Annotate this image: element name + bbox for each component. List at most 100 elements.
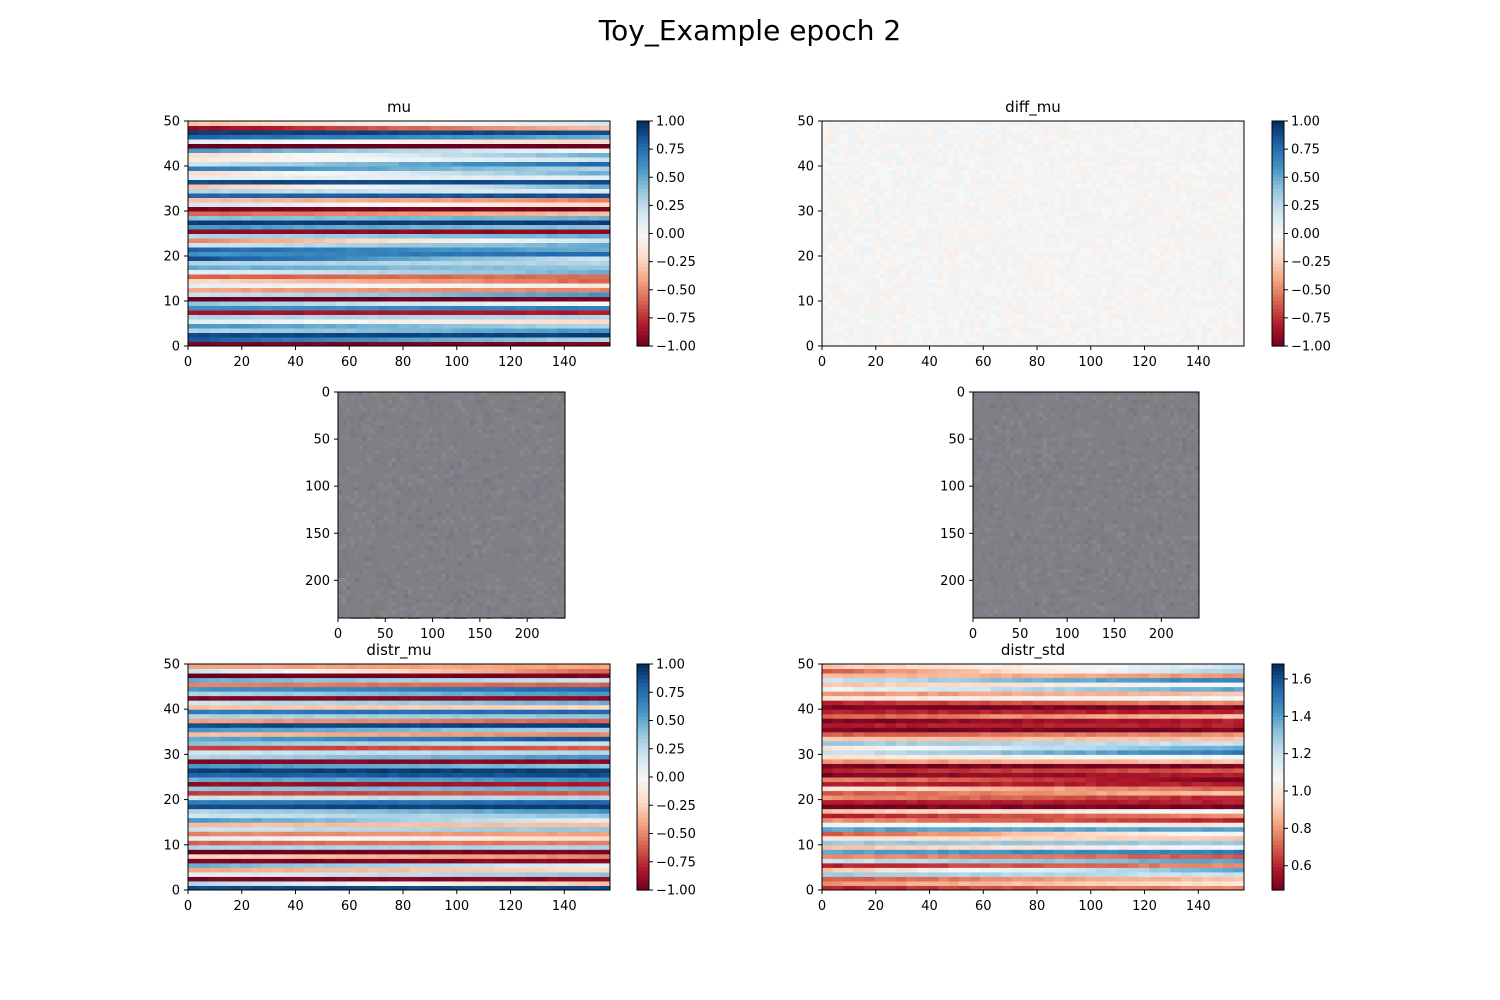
mu-cell [209,278,221,284]
mu-cell [377,130,389,135]
diff_mu-cell [927,179,934,185]
mu-cell [377,152,389,158]
diff_mu-cell [943,193,950,198]
diff_mu-cell [1106,256,1113,261]
mu-cell [367,224,379,230]
diff_mu-cell [1180,274,1187,279]
mu-cell [578,139,590,144]
diff_mu-cell [964,242,971,248]
diff_mu-cell [927,134,934,140]
mu-cell [388,242,400,248]
diff_mu-cell [1080,175,1087,180]
diff_mu-cell [1048,233,1055,239]
mu-cell [304,134,316,140]
diff_mu-cell [822,134,828,140]
mu-cell [399,166,411,171]
diff_mu-cell [1027,211,1034,216]
diff_mu-cell [1048,179,1055,185]
diff_mu-cell [1117,179,1124,185]
diff_mu-cell [1191,247,1198,252]
mu-cell [451,175,463,180]
mu-colorbar-segment [637,342,649,347]
diff_mu-cell [1180,152,1187,158]
mu-cell [198,305,210,311]
diff_mu-cell [959,188,965,194]
mu-cell [483,287,495,293]
diff_mu-cell [1159,269,1166,275]
diff_mu-cell [906,233,913,239]
mu-cell [567,215,579,221]
mu-cell [441,314,453,320]
mu-cell [557,283,569,288]
diff_mu-cell [1154,256,1161,261]
mu-cell [304,139,316,144]
diff_mu-cell [953,161,960,167]
mu-cell [504,224,516,230]
diff_mu-cell [869,215,876,221]
mu-cell [335,233,347,239]
diff_mu-cell [1117,197,1124,203]
diff_mu-cell [1048,161,1055,167]
diff_mu-cell [964,202,971,207]
diff_mu-cell [1143,229,1150,234]
diff_mu-cell [1022,170,1029,176]
diff_mu-cell [1117,143,1124,149]
diff_mu-cell [1112,188,1118,194]
mu-cell [430,152,442,158]
diff_mu-cell [1212,211,1219,216]
diff_mu-cell [1201,197,1208,203]
mu-cell [293,269,305,275]
mu-cell [282,310,294,315]
diff_mu-cell [1170,152,1176,158]
diff_mu-cell [832,238,839,243]
mu-cell [251,193,263,198]
diff_mu-cell [1033,238,1039,243]
diff_mu-cell [827,220,834,225]
mu-cell [493,242,505,248]
mu-cell [504,184,516,189]
diff_mu-cell [1106,197,1113,203]
diff_mu-cell [1096,139,1103,144]
mu-colorbar-segment [637,169,649,175]
diff_mu-cell [843,188,849,194]
mu-cell [420,166,432,171]
diff_mu-cell [1201,265,1208,270]
mu-cell [472,251,484,257]
diff_mu-cell [1143,175,1150,180]
mu-cell [430,175,442,180]
mu-cell [388,139,400,144]
diff_mu-cell [1101,157,1108,162]
mu-cell [536,148,548,153]
mu-cell [356,148,368,153]
mu-cell [409,175,421,180]
diff_mu-cell [916,260,923,266]
diff_mu-cell [1006,278,1013,284]
mu-cell [272,332,284,338]
mu-cell [314,206,326,212]
mu-cell [198,296,210,302]
diff_mu-cell [1201,134,1208,140]
diff_mu-cell [990,260,997,266]
mu-frame [187,120,611,347]
mu-colorbar-tick-label: −1.00 [656,340,696,355]
diff_mu-cell [1038,215,1045,221]
diff_mu-cell [1117,242,1124,248]
diff_mu-cell [932,139,939,144]
diff_mu-cell [1217,224,1224,230]
mu-cell [430,229,442,234]
diff_mu-cell [1143,134,1150,140]
mu-cell [420,260,432,266]
diff_mu-cell [948,166,955,171]
diff_mu-cell [1127,251,1134,257]
mu-cell [588,184,600,189]
diff_mu-cell [1191,125,1198,131]
mu-cell [314,179,326,185]
diff_mu-cell [1022,278,1029,284]
diff_mu-cell [837,256,844,261]
mu-cell [441,215,453,221]
mu-cell [272,247,284,252]
mu-cell [504,130,516,135]
diff_mu-cell [1106,211,1113,216]
mu-cell [188,152,200,158]
mu-cell [261,319,273,324]
